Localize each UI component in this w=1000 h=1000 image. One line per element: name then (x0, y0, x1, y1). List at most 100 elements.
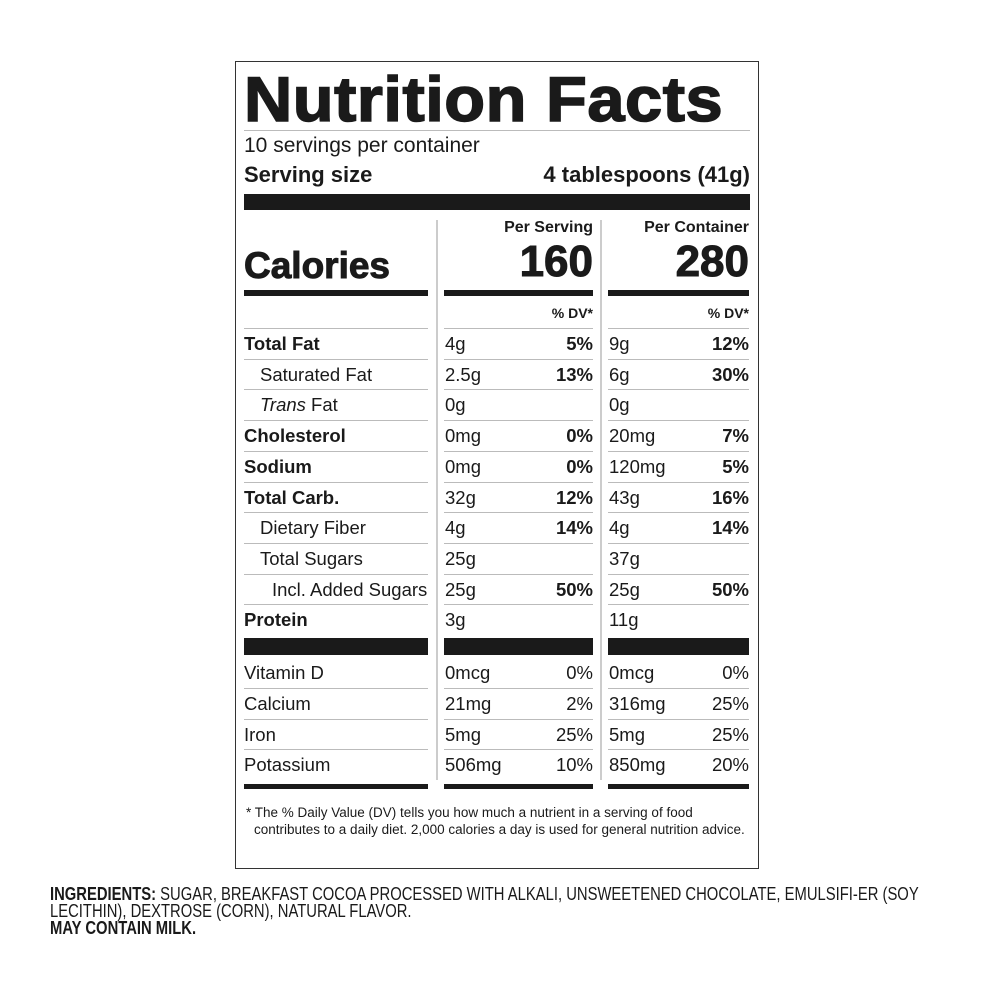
serving-dv: 2% (566, 692, 593, 714)
container-amount: 25g (609, 578, 640, 600)
container-dv: 25% (711, 692, 749, 714)
nutrient-row: Total Sugars 25g 37g (236, 542, 760, 574)
row-divider (444, 718, 593, 720)
nutrient-name: Cholesterol (244, 425, 346, 447)
container-dv: 7% (722, 425, 749, 447)
nutrient-name: Trans Fat (260, 394, 338, 416)
container-dv: 20% (711, 754, 749, 776)
nutrient-row: Total Fat 4g 5% 9g 12% (236, 328, 760, 359)
row-divider (244, 718, 428, 720)
container-amount: 5mg (609, 723, 645, 745)
dv-header-container: % DV* (707, 305, 749, 321)
container-amount: 43g (609, 486, 640, 508)
serving-amount: 25g (445, 547, 476, 569)
bar (244, 290, 428, 296)
nutrient-row: Protein 3g 11g (236, 604, 760, 635)
nutrient-name: Dietary Fiber (260, 517, 366, 539)
serving-amount: 32g (445, 486, 476, 508)
nutrient-name: Calcium (244, 692, 311, 714)
serving-dv: 0% (566, 455, 593, 477)
row-divider (244, 450, 428, 452)
row-divider (608, 389, 749, 391)
container-amount: 120mg (609, 455, 666, 477)
container-amount: 6g (609, 363, 630, 385)
nutrient-row: Sodium 0mg 0% 120mg 5% (236, 450, 760, 482)
row-divider (608, 358, 749, 360)
container-amount: 850mg (609, 754, 666, 776)
row-divider (608, 512, 749, 514)
nutrient-name: Potassium (244, 754, 331, 776)
row-divider (444, 749, 593, 751)
dv-header-serving: % DV* (551, 305, 593, 321)
row-divider (244, 542, 428, 544)
footnote: * The % Daily Value (DV) tells you how m… (246, 805, 745, 837)
bar (244, 784, 428, 789)
container-amount: 316mg (609, 692, 666, 714)
row-divider (244, 358, 428, 360)
container-amount: 37g (609, 547, 640, 569)
column-divider (600, 220, 602, 780)
label-title: Nutrition Facts (243, 64, 724, 136)
row-divider (244, 749, 428, 751)
nutrient-name: Protein (244, 609, 308, 631)
row-divider (444, 450, 593, 452)
row-divider (608, 687, 749, 689)
row-divider (444, 512, 593, 514)
bar (608, 290, 749, 296)
serving-dv: 10% (555, 754, 593, 776)
serving-dv: 0% (566, 662, 593, 683)
row-divider (608, 450, 749, 452)
serving-dv: 13% (555, 363, 593, 385)
row-divider (244, 389, 428, 391)
container-dv: 0% (722, 662, 749, 683)
bar (444, 784, 593, 789)
nutrient-row: Incl. Added Sugars 25g 50% 25g 50% (236, 573, 760, 605)
serving-amount: 0g (445, 394, 466, 416)
serving-size-value: 4 tablespoons (41g) (543, 162, 750, 187)
row-divider (444, 420, 593, 422)
row-divider (444, 687, 593, 689)
nutrient-row: Trans Fat 0g 0g (236, 389, 760, 420)
serving-amount: 0mcg (445, 662, 491, 683)
nutrient-name: Saturated Fat (260, 363, 373, 385)
bar (444, 638, 593, 655)
serving-dv: 14% (555, 517, 593, 539)
row-divider (444, 542, 593, 544)
serving-amount: 5mg (445, 723, 481, 745)
allergen-statement: MAY CONTAIN MILK. (50, 917, 197, 938)
serving-dv: 25% (555, 723, 593, 745)
serving-amount: 0mg (445, 455, 481, 477)
nutrient-name: Sodium (244, 455, 312, 477)
serving-dv: 5% (566, 333, 593, 354)
row-divider (608, 749, 749, 751)
nutrient-name: Total Carb. (244, 486, 340, 508)
nutrient-row: Vitamin D 0mcg 0% 0mcg 0% (236, 657, 760, 688)
container-amount: 20mg (609, 425, 656, 447)
nutrient-row: Total Carb. 32g 12% 43g 16% (236, 481, 760, 513)
row-divider (244, 573, 428, 575)
serving-size-label: Serving size (244, 162, 373, 187)
nutrient-name-italic: Trans (260, 394, 306, 416)
serving-amount: 4g (445, 333, 466, 354)
row-divider (244, 481, 428, 483)
calories-per-container: 280 (675, 237, 749, 287)
serving-amount: 506mg (445, 754, 502, 776)
row-divider (444, 604, 593, 606)
row-divider (244, 604, 428, 606)
serving-amount: 25g (445, 578, 476, 600)
row-divider (608, 573, 749, 575)
container-amount: 0g (609, 394, 630, 416)
nutrient-name: Incl. Added Sugars (272, 578, 428, 600)
serving-amount: 3g (445, 609, 466, 631)
bar (244, 638, 428, 655)
ingredients: INGREDIENTS: SUGAR, BREAKFAST COCOA PROC… (50, 884, 946, 938)
row-divider (608, 604, 749, 606)
nutrient-name: Vitamin D (244, 662, 324, 683)
serving-dv: 12% (555, 486, 593, 508)
container-dv: 14% (711, 517, 749, 539)
nutrient-row: Dietary Fiber 4g 14% 4g 14% (236, 512, 760, 543)
container-amount: 0mcg (609, 662, 655, 683)
divider (244, 130, 750, 131)
container-dv: 5% (722, 455, 749, 477)
calories-per-serving: 160 (519, 237, 593, 287)
